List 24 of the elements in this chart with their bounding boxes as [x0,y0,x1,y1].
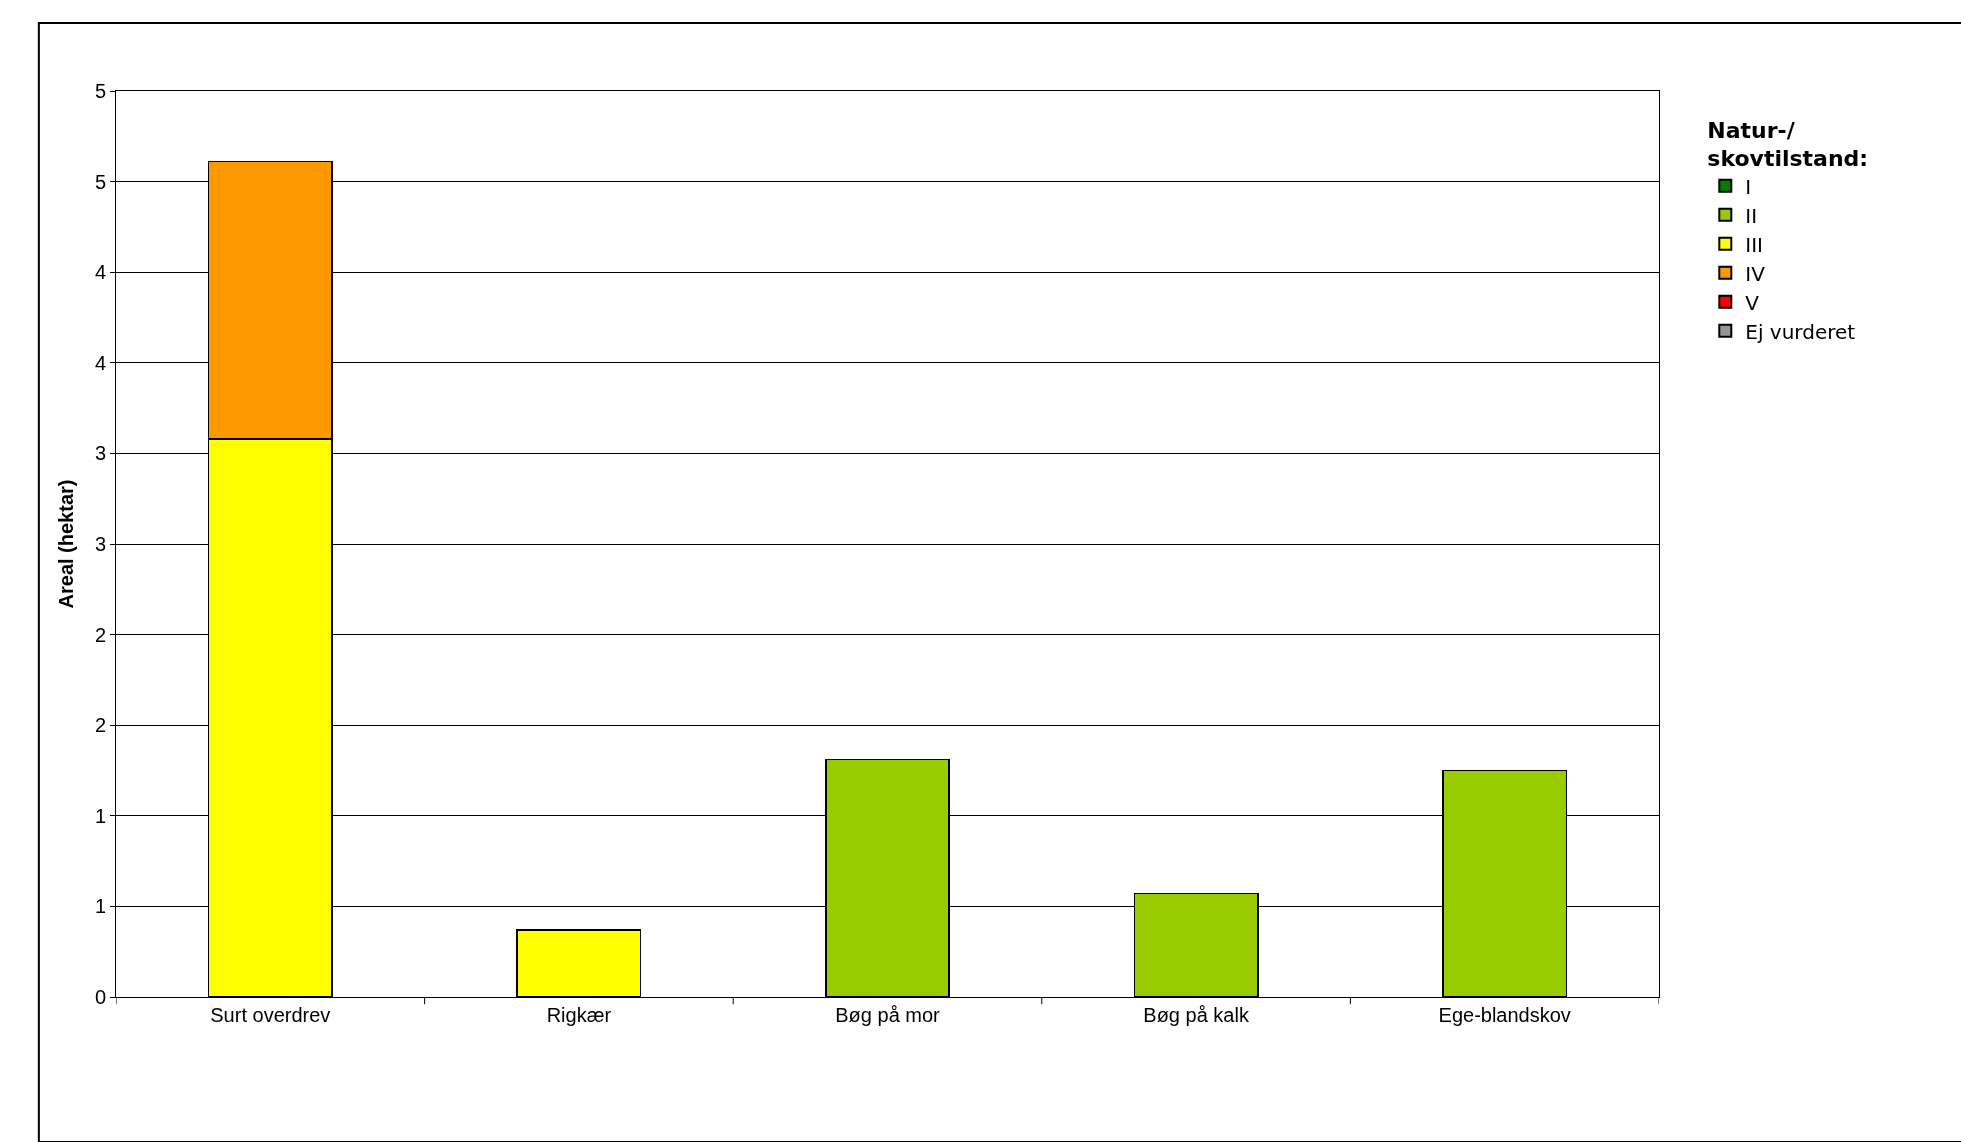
legend-label: IV [1745,261,1766,286]
y-tick-label: 3 [94,533,106,555]
x-tick-label: Bøg på kalk [1143,1004,1250,1026]
y-tick-label: 1 [94,895,106,918]
legend-label: I [1745,174,1752,199]
y-tick-label: 2 [94,714,106,737]
x-tick-label: Ege-blandskov [1438,1004,1571,1026]
y-tick-label: 5 [94,170,106,193]
y-tick-label: 4 [94,261,106,284]
legend-label: III [1745,232,1763,257]
legend-label: V [1745,290,1760,315]
y-tick-label: 5 [94,80,106,102]
y-tick-label: 4 [94,351,106,374]
y-tick-label: 0 [94,986,106,1008]
y-axis-title: Areal (hektar) [55,479,78,609]
x-tick-label: Rigkær [546,1004,612,1026]
y-tick-label: 2 [94,623,106,646]
legend-title: Natur-/ skovtilstand: [1707,117,1869,172]
x-tick-label: Bøg på mor [835,1004,941,1026]
y-tick-label: 1 [94,804,106,827]
legend-label: II [1745,203,1758,228]
y-tick-label: 3 [94,442,106,465]
legend-label: Ej vurderet [1745,319,1856,344]
x-tick-label: Surt overdrev [210,1004,331,1026]
